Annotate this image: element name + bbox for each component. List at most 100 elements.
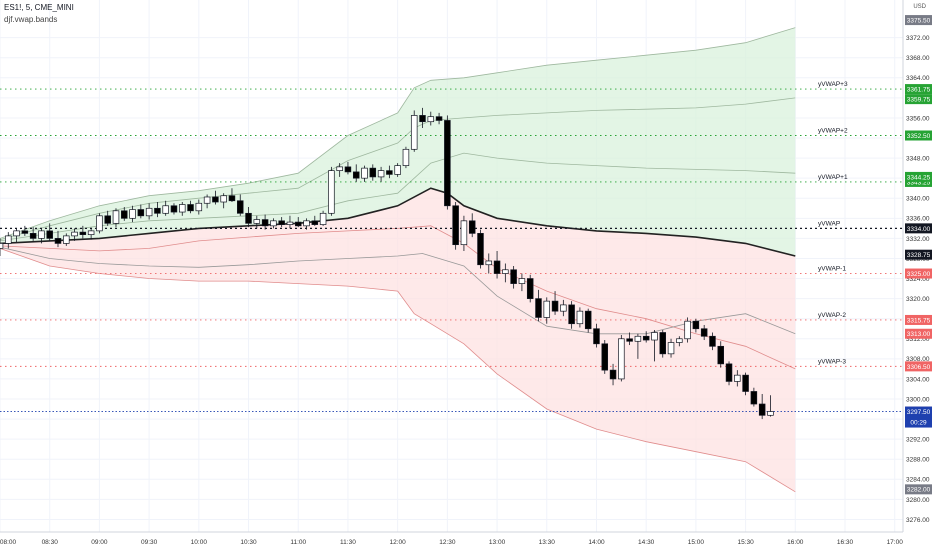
candle-up [38,230,45,239]
time-tick-label: 08:30 [42,539,59,546]
candle-down [386,170,393,175]
candle-up [203,196,211,204]
price-tag [905,249,932,260]
level-label: yVWAP+2 [818,128,848,135]
candle-down [435,116,443,121]
price-tick-label: 3292.00 [906,437,930,444]
candle-up [129,209,136,219]
level-price-tag [905,361,932,372]
level-price-tag-text: 3325.00 [907,271,931,278]
bar-countdown-text: 00:29 [910,420,927,427]
price-tag-text: 3359.75 [907,97,931,104]
price-tick-label: 3348.00 [906,155,930,162]
time-tick-label: 17:00 [887,539,904,546]
candle-up [87,230,95,235]
price-tick-label: 3304.00 [906,376,930,383]
candle-down [352,171,360,179]
level-label: yVWAP [818,220,840,227]
candle-down [170,205,178,213]
currency-label: USD [913,4,926,10]
candle-up [179,204,186,213]
lower-band-fill [0,188,796,492]
price-tag-text: 3313.00 [907,331,931,338]
candle-up [576,310,584,325]
candle-up [13,230,20,237]
candle-up [319,212,327,225]
upper-band-fill [0,27,796,256]
time-tick-label: 16:00 [787,539,804,546]
candle-up [71,231,78,237]
candle-up [667,342,675,355]
price-tick-label: 3336.00 [906,216,930,223]
candle-down [452,205,459,246]
candle-down [601,343,609,371]
level-label: yVWAP-2 [818,312,846,319]
candle-down [742,374,749,392]
candle-down [526,278,534,299]
candle-down [626,338,633,342]
candle-up [734,374,741,382]
band-line-band-minus1 [0,225,796,370]
level-price-tag [905,130,932,141]
candle-down [278,220,285,225]
candle-down [261,219,269,227]
candle-down [245,212,252,224]
price-tag-text: 3344.25 [907,174,931,181]
candle-up [676,338,683,343]
price-tag [905,328,932,339]
time-tick-label: 10:00 [191,539,208,546]
level-label: yVWAP+1 [818,174,848,181]
candle-up [618,338,625,380]
price-tick-label: 3300.00 [906,396,930,403]
candle-up [485,260,493,266]
candle-down [692,320,700,330]
candle-down [46,230,53,239]
price-tick-label: 3324.00 [906,276,930,283]
price-tick-label: 3356.00 [906,115,930,122]
candle-up [518,278,526,284]
level-label: yVWAP-3 [818,358,846,365]
candle-down [642,335,650,341]
candle-up [394,165,401,175]
indicator-legend[interactable]: djf.vwap.bands [4,15,58,24]
candle-down [21,230,29,234]
price-tick-label: 3332.00 [906,236,930,243]
level-price-tag-text: 3361.75 [907,86,931,93]
time-tick-label: 15:30 [737,539,754,546]
band-line-band-plus3 [0,27,796,239]
candle-up [195,202,203,212]
time-tick-label: 11:00 [290,539,306,546]
time-axis[interactable]: 08:00 08:30 09:00 09:30 10:00 10:30 11:00 11:30… [0,531,904,546]
time-tick-label: 13:30 [539,539,556,546]
symbol-legend[interactable]: ES1!, 5, CME_MINI [4,3,74,12]
candle-up [303,220,310,227]
yvwap-levels: yVWAP+3 yVWAP+2 yVWAP+1 yVWAP yVWAP-1 yVWAP-2… [0,81,903,412]
time-tick-label: 14:30 [638,539,655,546]
price-tag-text: 3375.50 [907,17,931,24]
price-tick-label: 3276.00 [906,517,930,524]
candle-down [187,204,194,212]
candle-down [137,209,145,217]
candle-up [634,335,642,342]
band-line-band-plus1 [0,152,796,242]
candles [0,107,774,420]
candle-up [543,300,551,318]
candle-up [402,148,410,166]
candle-up [410,115,418,150]
candle-down [659,332,667,355]
price-tick-label: 3320.00 [906,296,930,303]
vwap-line [0,187,796,257]
candle-down [510,269,517,284]
price-tag-text: 3282.00 [907,487,931,494]
level-label: yVWAP-1 [818,266,846,273]
candle-up [767,411,774,416]
candle-down [212,196,219,203]
level-price-tag-text: 3352.50 [907,133,931,140]
candle-down [709,335,716,347]
candle-down [79,231,87,235]
candle-down [717,345,724,365]
candle-down [700,328,708,337]
price-tick-label: 3308.00 [906,356,930,363]
candle-down [609,369,617,380]
